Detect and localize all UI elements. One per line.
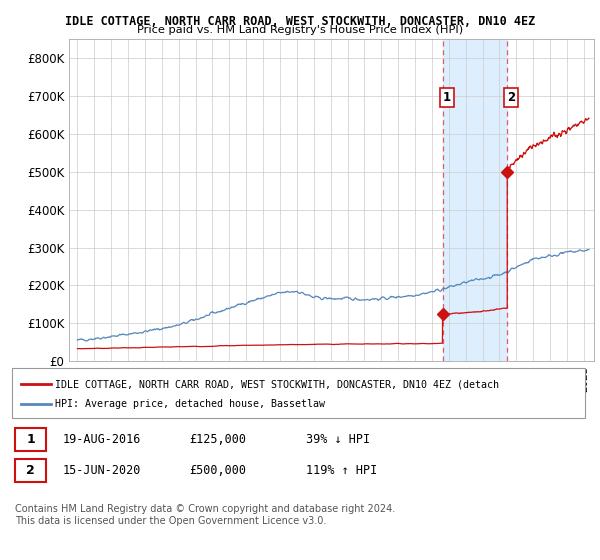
Text: 2: 2 [508, 91, 515, 104]
Text: 15-JUN-2020: 15-JUN-2020 [63, 464, 142, 477]
Text: 39% ↓ HPI: 39% ↓ HPI [306, 433, 370, 446]
Text: Contains HM Land Registry data © Crown copyright and database right 2024.
This d: Contains HM Land Registry data © Crown c… [15, 504, 395, 526]
Text: 1: 1 [26, 433, 35, 446]
Text: 119% ↑ HPI: 119% ↑ HPI [306, 464, 377, 477]
Text: 1: 1 [443, 91, 451, 104]
Text: £500,000: £500,000 [189, 464, 246, 477]
Text: Price paid vs. HM Land Registry's House Price Index (HPI): Price paid vs. HM Land Registry's House … [137, 25, 463, 35]
Bar [443, 39, 507, 361]
Text: £125,000: £125,000 [189, 433, 246, 446]
Text: IDLE COTTAGE, NORTH CARR ROAD, WEST STOCKWITH, DONCASTER, DN10 4EZ (detach: IDLE COTTAGE, NORTH CARR ROAD, WEST STOC… [55, 379, 499, 389]
Text: 19-AUG-2016: 19-AUG-2016 [63, 433, 142, 446]
Text: HPI: Average price, detached house, Bassetlaw: HPI: Average price, detached house, Bass… [55, 399, 325, 409]
Text: 2: 2 [26, 464, 35, 477]
Text: IDLE COTTAGE, NORTH CARR ROAD, WEST STOCKWITH, DONCASTER, DN10 4EZ: IDLE COTTAGE, NORTH CARR ROAD, WEST STOC… [65, 15, 535, 27]
